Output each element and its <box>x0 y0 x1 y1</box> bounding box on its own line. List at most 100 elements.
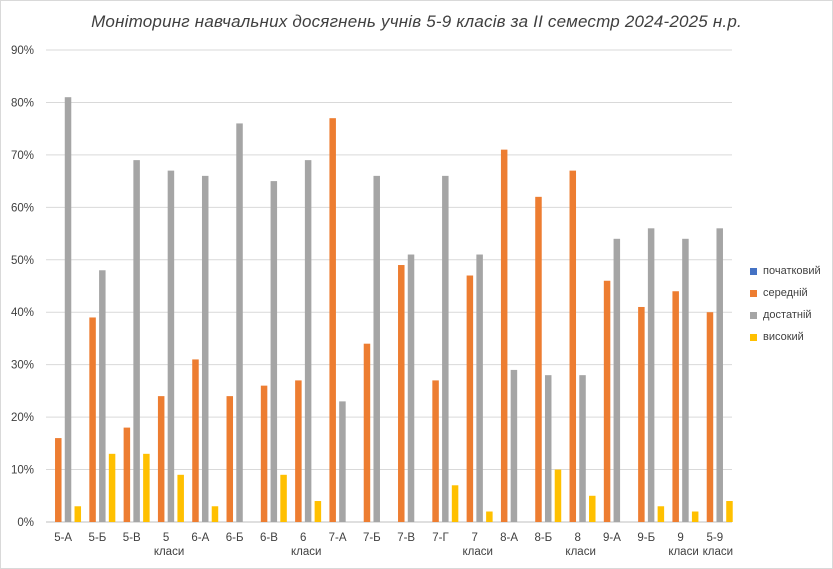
bar <box>589 495 596 522</box>
bar <box>706 312 714 522</box>
x-tick-label: 9-Б <box>637 532 655 544</box>
bar <box>99 270 106 522</box>
y-tick-label: 0% <box>17 517 34 529</box>
bar <box>442 175 449 522</box>
bar <box>270 181 278 522</box>
x-tick-label: 6-А <box>191 532 209 544</box>
x-tick-label: 7-А <box>329 532 347 544</box>
x-tick-label: 6 класи <box>291 532 321 558</box>
y-tick-label: 80% <box>11 97 34 109</box>
x-tick-label: 7-Б <box>363 532 381 544</box>
bar <box>329 118 336 522</box>
x-tick-label: 5-В <box>123 532 141 544</box>
x-tick-label: 5 класи <box>154 532 184 558</box>
legend-swatch <box>750 267 757 275</box>
bar <box>304 160 312 522</box>
bar <box>236 123 243 522</box>
bar <box>407 254 415 523</box>
bar <box>314 501 322 522</box>
bar <box>476 254 483 523</box>
bar <box>554 469 562 522</box>
legend-item: середній <box>750 282 821 304</box>
bar <box>500 149 508 522</box>
legend-swatch <box>750 333 757 341</box>
legend-swatch <box>750 289 757 297</box>
bar <box>716 228 723 523</box>
legend-swatch <box>750 311 757 319</box>
bar <box>89 317 96 522</box>
legend-label: достатній <box>763 309 812 321</box>
x-tick-label: 9-А <box>603 532 621 544</box>
bar <box>260 385 268 522</box>
bars <box>55 97 733 523</box>
bar <box>74 506 82 522</box>
bar <box>157 396 165 522</box>
legend-item: достатній <box>750 304 821 326</box>
x-tick-label: 7 класи <box>463 532 493 558</box>
bar <box>201 175 209 522</box>
bar <box>363 343 371 522</box>
y-tick-label: 90% <box>11 45 34 57</box>
bar <box>295 380 302 522</box>
x-tick-label: 8-А <box>500 532 518 544</box>
bar <box>108 453 116 522</box>
bar <box>133 160 140 522</box>
bar <box>451 485 459 522</box>
legend-item: високий <box>750 326 821 348</box>
bar <box>398 265 405 522</box>
bar <box>177 474 184 522</box>
bar <box>64 97 72 522</box>
bar <box>638 306 645 522</box>
y-tick-label: 70% <box>11 150 34 162</box>
x-tick-label: 6-В <box>260 532 278 544</box>
legend-label: високий <box>763 331 804 343</box>
bar <box>432 380 439 522</box>
y-tick-label: 30% <box>11 360 34 372</box>
x-tick-label: 9 класи <box>668 532 698 558</box>
bar <box>691 511 699 522</box>
bar <box>579 375 586 522</box>
x-tick-label: 6-Б <box>226 532 244 544</box>
gridlines <box>46 49 732 523</box>
y-tick-label: 20% <box>11 412 34 424</box>
bar <box>143 453 150 522</box>
x-tick-label: 5-Б <box>89 532 107 544</box>
y-tick-label: 50% <box>11 255 34 267</box>
x-axis-ticks: 5-А 5-Б 5-В 5 класи 6-А 6-Б 6-В 6 класи 7-А 7-Б 7-В 7… <box>54 532 733 558</box>
x-tick-label: 5-9 класи <box>703 532 733 558</box>
bar <box>569 170 577 522</box>
bar <box>466 275 474 522</box>
bar <box>167 170 175 522</box>
chart-title: Моніторинг навчальних досягнень учнів 5-… <box>91 12 742 31</box>
bar <box>280 474 287 522</box>
x-tick-label: 8-Б <box>534 532 552 544</box>
bar <box>123 427 131 522</box>
legend: початковий середній достатній високий <box>750 260 821 348</box>
bar <box>339 401 346 522</box>
bar <box>226 396 234 522</box>
y-tick-label: 10% <box>11 465 34 477</box>
bar <box>682 238 689 523</box>
y-tick-label: 60% <box>11 202 34 214</box>
bar <box>211 506 219 522</box>
bar <box>192 359 199 522</box>
bar <box>672 291 679 522</box>
legend-label: початковий <box>763 265 821 277</box>
legend-label: середній <box>763 287 808 299</box>
x-tick-label: 7-В <box>397 532 415 544</box>
y-axis-ticks: 0% 10% 20% 30% 40% 50% 60% 70% 80% 90% <box>11 45 34 529</box>
bar <box>603 280 611 522</box>
bar <box>613 238 621 523</box>
y-tick-label: 40% <box>11 307 34 319</box>
bar <box>726 501 733 522</box>
bar <box>544 375 552 522</box>
bar <box>535 196 542 522</box>
bar <box>55 438 62 522</box>
bar <box>647 228 655 523</box>
x-tick-label: 7-Г <box>432 532 449 544</box>
legend-item: початковий <box>750 260 821 282</box>
bar <box>373 175 380 522</box>
bar <box>657 506 665 522</box>
x-tick-label: 5-А <box>54 532 72 544</box>
